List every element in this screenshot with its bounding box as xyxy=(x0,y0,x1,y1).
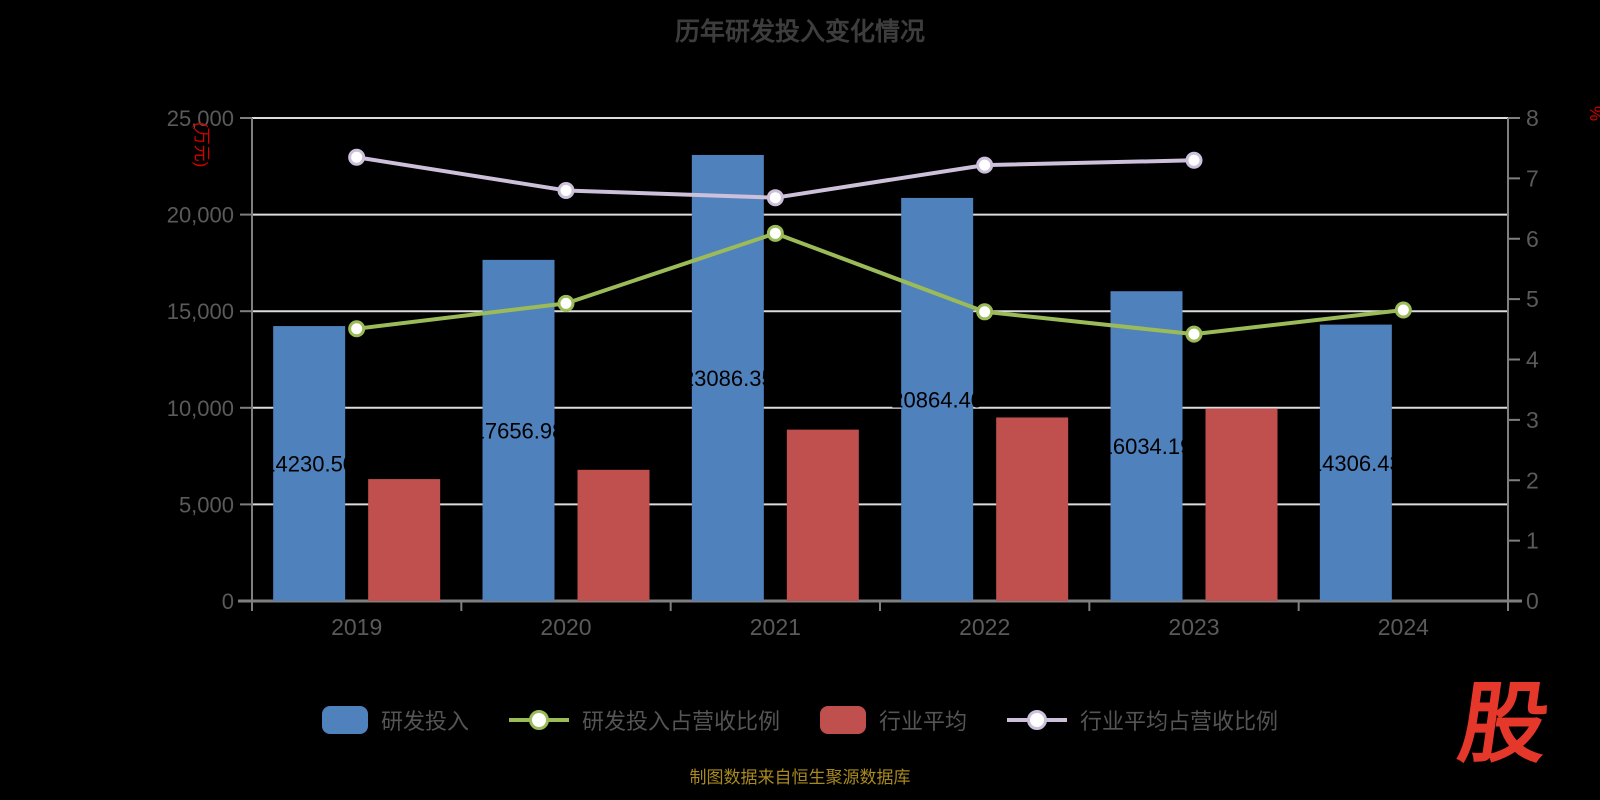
bar-rd-investment-2019 xyxy=(273,326,346,601)
bar-rd-investment-2020 xyxy=(482,259,555,601)
industry-revenue-ratio-line-swatch xyxy=(1007,709,1068,731)
bar-industry-average-2023 xyxy=(1205,408,1278,601)
right-axis-tick-label: 6 xyxy=(1526,226,1539,252)
right-axis-unit-label: % xyxy=(1586,106,1600,121)
chart-title: 历年研发投入变化情况 xyxy=(674,18,925,46)
left-axis-tick-label: 20,000 xyxy=(167,203,234,228)
marker-industry-revenue-ratio-2019 xyxy=(348,148,366,166)
legend-item-rd-revenue-ratio: 研发投入占营收比例 xyxy=(508,704,780,736)
bar-label-rd-investment-2019: 14230.50 xyxy=(263,452,355,477)
source-note: 制图数据来自恒生聚源数据库 xyxy=(689,768,911,787)
legend-item-rd-investment: 研发投入 xyxy=(321,704,469,736)
rd-investment-bar-swatch xyxy=(321,706,368,734)
line-rd-revenue-ratio xyxy=(356,231,1404,337)
bar-label-rd-investment-2023: 16034.19 xyxy=(1101,434,1193,459)
legend: 研发投入 研发投入占营收比例 行业平均 行业平均占营收比例 xyxy=(0,700,1600,740)
bar-label-rd-investment-2021: 23086.35 xyxy=(682,366,774,391)
bar-industry-average-2020 xyxy=(577,469,650,601)
bar-industry-average-2019 xyxy=(368,479,441,601)
marker-rd-revenue-ratio-2021 xyxy=(766,224,784,242)
left-axis-tick-label: 10,000 xyxy=(167,396,234,421)
legend-label-industry-average: 行业平均 xyxy=(879,709,968,734)
left-axis-tick-label: 25,000 xyxy=(167,106,234,131)
right-axis-tick-label: 7 xyxy=(1526,165,1539,191)
legend-label-rd-investment: 研发投入 xyxy=(380,709,469,734)
bar-rd-investment-2021 xyxy=(691,154,764,601)
legend-label-rd-revenue-ratio: 研发投入占营收比例 xyxy=(581,709,780,734)
marker-rd-revenue-ratio-2022 xyxy=(976,303,994,321)
right-axis-tick-label: 1 xyxy=(1526,528,1539,554)
right-axis-tick-label: 4 xyxy=(1526,347,1539,373)
right-axis-tick-label: 0 xyxy=(1526,588,1539,614)
right-axis-tick-label: 5 xyxy=(1526,286,1539,312)
bar-label-rd-investment-2022: 20864.40 xyxy=(891,387,983,412)
bar-industry-average-2022 xyxy=(996,417,1069,601)
right-axis-tick-label: 3 xyxy=(1526,407,1539,433)
rd-revenue-ratio-line-swatch xyxy=(508,709,569,731)
x-category-label: 2022 xyxy=(959,614,1010,640)
bar-industry-average-2021 xyxy=(786,429,859,601)
logo-gu-character: 股 xyxy=(1453,674,1556,773)
x-category-label: 2024 xyxy=(1378,614,1429,640)
x-category-label: 2019 xyxy=(331,614,382,640)
left-axis-unit-label: (万元) xyxy=(192,122,211,167)
marker-industry-revenue-ratio-2020 xyxy=(557,181,575,199)
left-axis-tick-label: 0 xyxy=(222,589,234,614)
left-axis-tick-label: 15,000 xyxy=(167,299,234,324)
marker-industry-revenue-ratio-2023 xyxy=(1185,151,1203,169)
bar-rd-investment-2022 xyxy=(901,197,974,602)
x-category-label: 2023 xyxy=(1168,614,1219,640)
marker-industry-revenue-ratio-2022 xyxy=(976,156,994,174)
x-category-label: 2020 xyxy=(540,614,591,640)
left-axis-tick-label: 5,000 xyxy=(179,492,234,517)
bar-label-rd-investment-2020: 17656.98 xyxy=(473,418,565,443)
bar-label-rd-investment-2024: 14306.43 xyxy=(1310,451,1402,476)
marker-rd-revenue-ratio-2023 xyxy=(1185,325,1203,343)
marker-rd-revenue-ratio-2019 xyxy=(348,320,366,338)
legend-item-industry-average: 行业平均 xyxy=(820,704,967,736)
line-swatch-marker xyxy=(1027,710,1048,730)
industry-average-bar-swatch xyxy=(820,706,866,734)
legend-label-industry-revenue-ratio: 行业平均占营收比例 xyxy=(1080,709,1279,734)
legend-item-industry-revenue-ratio: 行业平均占营收比例 xyxy=(1007,704,1278,736)
marker-rd-revenue-ratio-2024 xyxy=(1394,301,1412,319)
x-category-label: 2021 xyxy=(750,614,801,640)
line-swatch-marker xyxy=(528,710,549,730)
bar-rd-investment-2024 xyxy=(1319,324,1392,601)
right-axis-tick-label: 2 xyxy=(1526,467,1539,493)
marker-rd-revenue-ratio-2020 xyxy=(557,294,575,312)
marker-industry-revenue-ratio-2021 xyxy=(766,189,784,207)
bar-rd-investment-2023 xyxy=(1110,291,1183,601)
right-axis-tick-label: 8 xyxy=(1526,105,1539,131)
